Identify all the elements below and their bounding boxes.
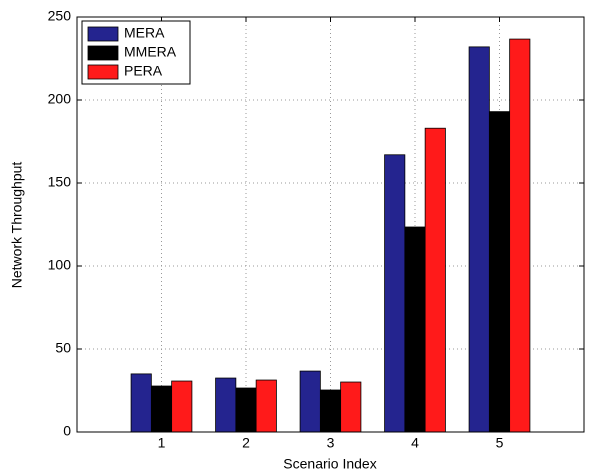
legend-label: PERA bbox=[124, 63, 163, 79]
bar bbox=[404, 226, 426, 433]
x-axis-label: Scenario Index bbox=[283, 456, 376, 472]
legend-swatch bbox=[87, 45, 119, 61]
bar bbox=[509, 38, 531, 433]
y-tick-label: 250 bbox=[48, 8, 72, 24]
bar bbox=[340, 381, 362, 433]
bar bbox=[299, 370, 321, 433]
x-tick-label: 3 bbox=[327, 435, 335, 451]
y-tick-label: 150 bbox=[48, 174, 72, 190]
bar bbox=[384, 154, 406, 433]
bar bbox=[424, 127, 446, 433]
x-tick-label: 1 bbox=[158, 435, 166, 451]
bar bbox=[255, 379, 277, 433]
y-tick-label: 100 bbox=[48, 257, 72, 273]
legend-swatch bbox=[87, 26, 119, 42]
plot-frame bbox=[76, 16, 585, 433]
legend-swatch bbox=[87, 64, 119, 80]
y-tick-label: 0 bbox=[63, 423, 71, 439]
y-axis-label: Network Throughput bbox=[9, 162, 25, 289]
bar bbox=[468, 46, 490, 433]
bar bbox=[488, 111, 511, 433]
bar bbox=[150, 385, 173, 433]
legend-label: MERA bbox=[124, 25, 165, 41]
bar bbox=[215, 377, 237, 433]
bar bbox=[130, 373, 152, 433]
legend-label: MMERA bbox=[124, 44, 177, 60]
y-tick-label: 50 bbox=[55, 340, 71, 356]
x-tick-label: 4 bbox=[411, 435, 419, 451]
y-tick-label: 200 bbox=[48, 91, 72, 107]
bar bbox=[319, 389, 342, 433]
x-tick-label: 2 bbox=[242, 435, 250, 451]
bar bbox=[171, 380, 193, 433]
x-tick-label: 5 bbox=[496, 435, 504, 451]
bar bbox=[235, 387, 257, 433]
